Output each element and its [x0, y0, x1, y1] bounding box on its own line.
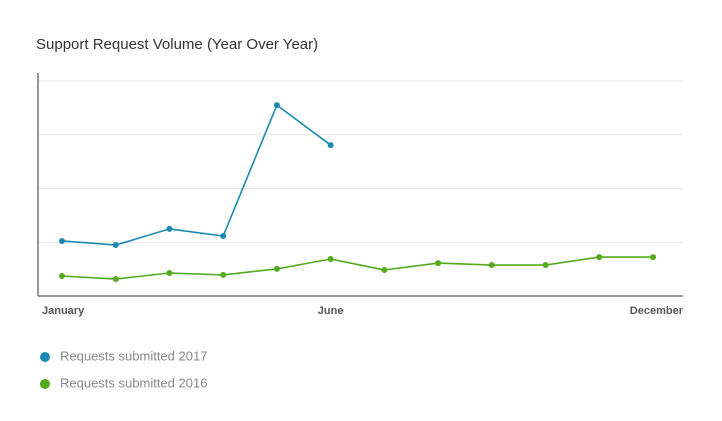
x-tick-label: January	[42, 305, 85, 317]
series-line	[61, 256, 653, 280]
data-point	[166, 225, 173, 232]
data-point	[381, 266, 388, 273]
data-point	[59, 273, 65, 280]
data-point	[273, 265, 280, 272]
data-point	[542, 262, 549, 269]
data-point	[166, 269, 173, 276]
data-point	[112, 242, 119, 249]
data-point	[220, 233, 227, 240]
legend-marker	[40, 352, 50, 362]
data-point	[220, 271, 227, 278]
series-line	[61, 103, 332, 246]
chart-title: Support Request Volume (Year Over Year)	[36, 36, 318, 53]
x-tick-label: December	[630, 305, 684, 317]
legend-marker	[40, 379, 50, 389]
legend-label: Requests submitted 2017	[60, 348, 207, 363]
data-point	[327, 142, 334, 149]
legend-label: Requests submitted 2016	[60, 375, 207, 390]
x-tick-label: June	[318, 305, 344, 317]
data-point	[435, 260, 442, 267]
data-point	[488, 262, 495, 269]
data-point	[59, 237, 65, 244]
data-point	[650, 254, 656, 261]
data-point	[596, 254, 603, 261]
data-point	[112, 276, 119, 283]
data-point	[327, 256, 334, 263]
data-point	[273, 102, 280, 109]
